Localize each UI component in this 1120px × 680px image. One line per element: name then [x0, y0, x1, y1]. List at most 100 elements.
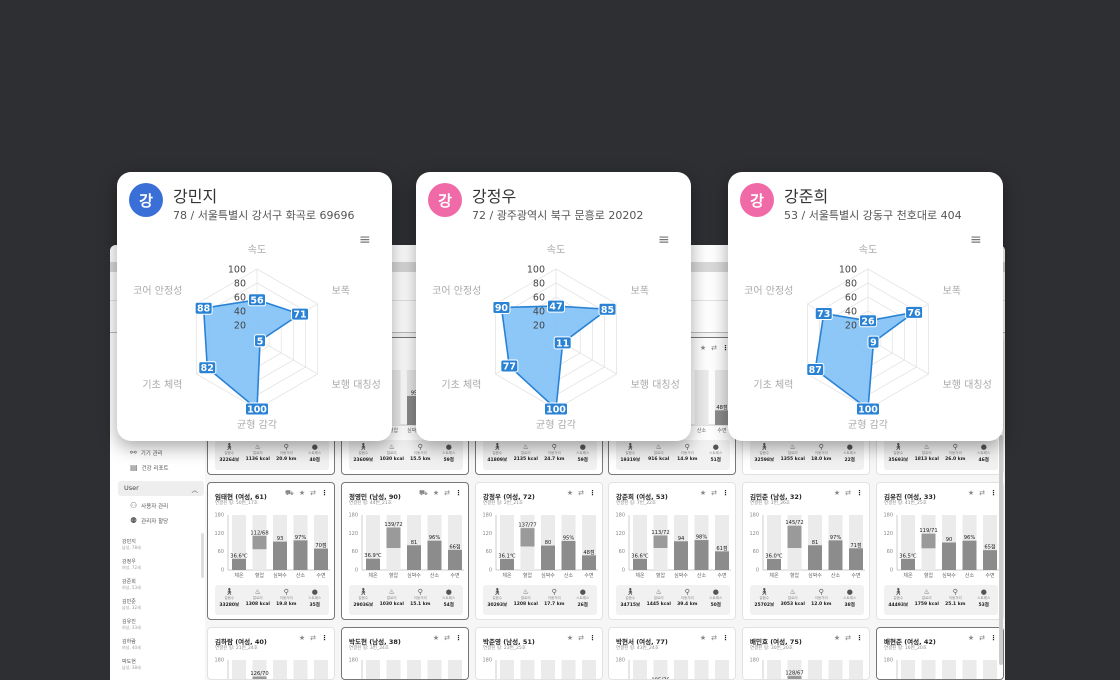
stat-value: 1355 kcal: [780, 457, 805, 462]
star-icon[interactable]: ★: [833, 634, 841, 642]
chart-menu-icon[interactable]: ≡: [970, 232, 982, 248]
star-icon[interactable]: ★: [967, 634, 975, 642]
walk-icon: 🚶︎: [759, 588, 769, 596]
avatar: 강: [129, 183, 163, 217]
patient-card[interactable]: 박도현 (남성, 38) 연결된 링: 3번_24호 ★ ⇄ ⋮ 180: [341, 627, 469, 680]
user-list-item[interactable]: 강민지 남성, 78세: [122, 538, 197, 558]
user-list-item[interactable]: 강정우 여성, 72세: [122, 558, 197, 578]
radar-point-label: 100: [858, 405, 878, 416]
sidebar-item-devices[interactable]: ⚯ 기기 관리: [130, 448, 163, 457]
ambulance-icon[interactable]: ⛟: [419, 489, 428, 497]
star-icon[interactable]: ★: [699, 634, 707, 642]
more-icon[interactable]: ⋮: [722, 634, 729, 642]
star-icon[interactable]: ★: [967, 489, 975, 497]
star-icon[interactable]: ★: [566, 489, 574, 497]
radar-point-label: 77: [503, 361, 516, 372]
brain-icon: ●: [311, 588, 318, 596]
patient-name: 김하람 (여성, 40): [215, 638, 267, 646]
activity-stats: 🚶︎ 걸음수 25702보 ♨ 칼로리 3053 kcal ⚲ 이동거리 12.0 km ● 스트레…: [750, 585, 864, 615]
user-list-item[interactable]: 김하람 여성, 40세: [122, 638, 197, 658]
user-list-item[interactable]: 김유진 여성, 33세: [122, 618, 197, 638]
patient-card[interactable]: 임태현 (여성, 61) 연결된 링: 50번_17호 ⛟ ★ ⇄ ⋮ 0 60 120 180 3…: [207, 482, 335, 620]
radar-point-label: 11: [556, 338, 569, 349]
user-list-item[interactable]: 강준희 여성, 53세: [122, 578, 197, 598]
swap-icon[interactable]: ⇄: [444, 634, 450, 642]
bar-background: [293, 660, 308, 679]
radar-point-label-box: [492, 301, 511, 314]
patient-card[interactable]: 김민준 (남성, 32) 연결된 링: 1번_26호 ★ ⇄ ⋮ 0 60 120 180 36.…: [742, 482, 870, 620]
sidebar-section-user[interactable]: User ︿: [118, 481, 204, 496]
patient-card[interactable]: 김유진 (여성, 33) 연결된 링: 41번_25호 ★ ⇄ ⋮ 0 60 120 180 36…: [876, 482, 1004, 620]
swap-icon[interactable]: ⇄: [578, 489, 584, 497]
user-list-item[interactable]: 박도현 남성, 38세: [122, 658, 197, 678]
swap-icon[interactable]: ⇄: [979, 634, 985, 642]
more-icon[interactable]: ⋮: [321, 634, 328, 642]
x-tick-label: 혈압: [656, 572, 666, 579]
ambulance-icon[interactable]: ⛟: [285, 489, 294, 497]
star-icon[interactable]: ★: [699, 489, 707, 497]
sidebar-item-reports[interactable]: ▤ 건강 리포트: [130, 463, 169, 472]
patient-card[interactable]: 배현준 (여성, 42) 연결된 링: 16번_20호 ★ ⇄ ⋮ 180: [876, 627, 1004, 680]
more-icon[interactable]: ⋮: [722, 344, 729, 352]
swap-icon[interactable]: ⇄: [444, 489, 450, 497]
sidebar-item-user-management[interactable]: ⚇ 사용자 관리: [130, 501, 168, 510]
sidebar-item-admin-assign[interactable]: ⚉ 관리자 할당: [130, 516, 168, 525]
bar-산소: [828, 540, 843, 570]
bar-background: [633, 515, 647, 570]
stat-value: 25.1 km: [945, 602, 966, 607]
bar-background: [232, 660, 246, 679]
star-icon[interactable]: ★: [298, 489, 306, 497]
swap-icon[interactable]: ⇄: [845, 634, 851, 642]
swap-icon[interactable]: ⇄: [711, 634, 717, 642]
star-icon[interactable]: ★: [699, 344, 707, 352]
user-list-item[interactable]: 김민준 남성, 32세: [122, 598, 197, 618]
more-icon[interactable]: ⋮: [856, 634, 863, 642]
patient-card[interactable]: 박준영 (남성, 51) 연결된 링: 23번_25호 ★ ⇄ ⋮ 180: [475, 627, 603, 680]
location-icon: ⚲: [684, 588, 690, 596]
patient-card[interactable]: 김하람 (여성, 40) 연결된 링: 21번_24호 ★ ⇄ ⋮ 180 126/70: [207, 627, 335, 680]
swap-icon[interactable]: ⇄: [711, 489, 717, 497]
swap-icon[interactable]: ⇄: [310, 489, 316, 497]
y-tick-label: 180: [615, 658, 625, 664]
patient-card[interactable]: 강준희 (여성, 53) 연결된 링: 7번_22호 ★ ⇄ ⋮ 0 60 120 180 36.…: [608, 482, 736, 620]
radar-point-label: 88: [197, 304, 211, 315]
more-icon[interactable]: ⋮: [455, 489, 462, 497]
stat-label: 스트레스: [843, 451, 857, 455]
patient-card[interactable]: 박현서 (여성, 77)연결된 링: 43번_24호 ★ ⇄ ⋮ 180 105/76: [608, 627, 736, 680]
more-icon[interactable]: ⋮: [455, 634, 462, 642]
chart-menu-icon[interactable]: ≡: [658, 232, 670, 248]
star-icon[interactable]: ★: [432, 634, 440, 642]
swap-icon[interactable]: ⇄: [845, 489, 851, 497]
ring-id: 연결된 링: 7번_22호: [616, 501, 657, 506]
sidebar-scrollbar[interactable]: [201, 533, 204, 578]
more-icon[interactable]: ⋮: [321, 489, 328, 497]
x-tick-label: 심박수: [273, 572, 287, 579]
brain-icon: ●: [712, 443, 719, 451]
patient-card[interactable]: 강정우 (여성, 72) 연결된 링: 2번_21호 ★ ⇄ ⋮ 0 60 120 180 36.…: [475, 482, 603, 620]
more-icon[interactable]: ⋮: [856, 489, 863, 497]
star-icon[interactable]: ★: [298, 634, 306, 642]
star-icon[interactable]: ★: [432, 489, 440, 497]
more-icon[interactable]: ⋮: [990, 634, 997, 642]
bar-background: [849, 660, 863, 679]
patient-card[interactable]: 배민호 (여성, 75) 연결된 링: 30번_20호 ★ ⇄ ⋮ 180 128/67: [742, 627, 870, 680]
more-icon[interactable]: ⋮: [722, 489, 729, 497]
chart-menu-icon[interactable]: ≡: [359, 232, 371, 248]
user-info: 여성, 33세: [122, 625, 141, 630]
user-info: 남성, 32세: [122, 605, 141, 610]
main-scrollbar[interactable]: [999, 435, 1003, 665]
fire-icon: ♨: [388, 443, 395, 451]
star-icon[interactable]: ★: [833, 489, 841, 497]
star-icon[interactable]: ★: [566, 634, 574, 642]
swap-icon[interactable]: ⇄: [979, 489, 985, 497]
radar-tick-label: 60: [845, 293, 857, 304]
more-icon[interactable]: ⋮: [589, 634, 596, 642]
more-icon[interactable]: ⋮: [589, 489, 596, 497]
swap-icon[interactable]: ⇄: [578, 634, 584, 642]
patient-card[interactable]: 정영민 (남성, 90) 연결된 링: 44번_21호 ⛟ ★ ⇄ ⋮ 0 60 120 180 3…: [341, 482, 469, 620]
swap-icon[interactable]: ⇄: [310, 634, 316, 642]
more-icon[interactable]: ⋮: [990, 489, 997, 497]
swap-icon[interactable]: ⇄: [711, 344, 717, 352]
